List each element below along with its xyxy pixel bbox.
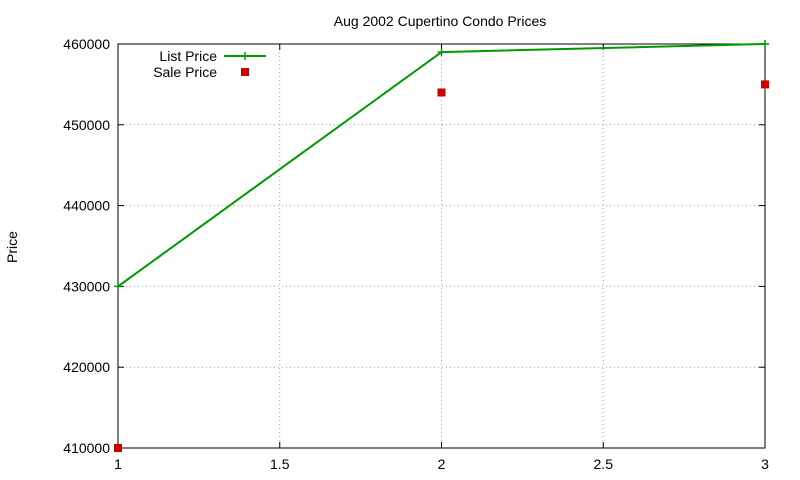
y-tick-label: 450000 xyxy=(63,117,110,133)
chart-title: Aug 2002 Cupertino Condo Prices xyxy=(334,13,546,29)
sale-price-point xyxy=(114,444,122,452)
list-price-point xyxy=(114,282,122,291)
legend: List Price Sale Price xyxy=(153,48,266,80)
sale-price-point xyxy=(437,88,446,97)
axis-ticks: 1 1.5 2 2.5 3 410000 420000 430000 440000 450000 4… xyxy=(63,36,769,472)
y-tick-label: 410000 xyxy=(63,440,110,456)
y-tick-label: 440000 xyxy=(63,198,110,214)
sale-price-point xyxy=(761,80,769,89)
y-tick-label: 420000 xyxy=(63,359,110,375)
x-tick-label: 1.5 xyxy=(270,456,290,472)
y-tick-label: 460000 xyxy=(63,36,110,52)
grid xyxy=(118,44,765,448)
list-price-point xyxy=(437,48,446,57)
legend-marker-list-price xyxy=(241,52,249,60)
x-tick-label: 2 xyxy=(438,456,446,472)
legend-label-sale-price: Sale Price xyxy=(153,64,217,80)
x-tick-label: 2.5 xyxy=(594,456,614,472)
legend-label-list-price: List Price xyxy=(159,48,217,64)
legend-marker-sale-price xyxy=(241,68,249,76)
list-price-point xyxy=(761,40,769,48)
series xyxy=(114,40,769,452)
x-tick-label: 1 xyxy=(114,456,122,472)
y-axis-label: Price xyxy=(4,231,20,263)
y-tick-label: 430000 xyxy=(63,278,110,294)
x-tick-label: 3 xyxy=(761,456,769,472)
